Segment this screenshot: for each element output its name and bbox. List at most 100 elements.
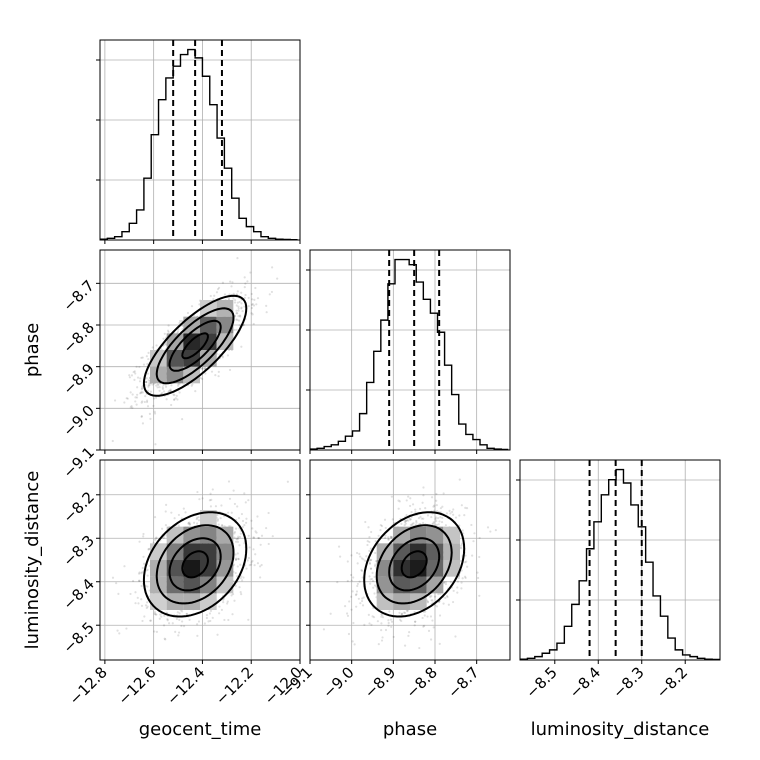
sample-point (173, 517, 176, 520)
sample-point (236, 540, 240, 544)
sample-point (216, 513, 219, 517)
sample-point (445, 512, 449, 515)
sample-point (234, 571, 237, 575)
sample-point (133, 370, 136, 373)
sample-point (458, 514, 461, 517)
tick-label-x-phase: −8.7 (444, 663, 482, 701)
sample-point (412, 522, 415, 525)
sample-point (478, 594, 481, 597)
sample-point (398, 500, 401, 503)
sample-point (436, 517, 440, 520)
sample-point (140, 390, 143, 394)
tick-label-y-phase: −9.0 (60, 402, 98, 440)
sample-point (360, 569, 364, 572)
sample-point (169, 388, 172, 391)
sample-point (391, 518, 394, 521)
sample-point (181, 324, 184, 328)
sample-point (241, 310, 244, 313)
sample-point (494, 529, 497, 532)
sample-point (116, 629, 119, 632)
sample-point (345, 612, 349, 615)
sample-point (400, 612, 403, 616)
contour-level-0 (181, 332, 209, 360)
sample-point (143, 615, 146, 618)
sample-point (151, 383, 154, 386)
sample-point (231, 613, 234, 616)
sample-point (141, 391, 144, 394)
sample-point (145, 606, 148, 610)
sample-point (437, 600, 441, 604)
sample-point (163, 332, 166, 335)
sample-point (234, 584, 237, 587)
sample-point (173, 394, 176, 397)
sample-point (228, 293, 231, 296)
sample-point (177, 382, 180, 386)
sample-point (158, 617, 161, 620)
density-cell (200, 576, 217, 594)
sample-point (239, 532, 242, 535)
sample-point (186, 311, 190, 315)
sample-point (251, 527, 254, 530)
sample-point (432, 522, 435, 525)
sample-point (126, 397, 129, 400)
sample-point (140, 388, 143, 391)
sample-point (222, 598, 225, 601)
sample-point (236, 552, 239, 555)
x-axis-label-luminosity_distance: luminosity_distance (531, 719, 710, 740)
sample-point (369, 567, 373, 570)
sample-point (156, 386, 159, 389)
sample-point (128, 376, 132, 379)
sample-point (241, 579, 244, 582)
sample-point (115, 582, 118, 585)
tick-label-x-luminosity_distance: −8.4 (566, 663, 604, 701)
sample-point (177, 631, 181, 634)
sample-point (215, 291, 219, 294)
sample-point (128, 374, 131, 377)
sample-point (452, 589, 455, 592)
sample-point (444, 596, 447, 600)
sample-point (379, 528, 382, 532)
hist-panel-geocent_time (96, 39, 301, 244)
sample-point (259, 576, 262, 579)
sample-point (141, 619, 144, 623)
sample-point (387, 538, 390, 541)
sample-point (432, 505, 435, 508)
sample-point (199, 376, 202, 380)
sample-point (245, 567, 248, 570)
sample-point (413, 611, 416, 614)
sample-point (355, 593, 358, 596)
sample-point (196, 634, 199, 637)
sample-point (175, 617, 178, 621)
sample-point (367, 613, 370, 616)
sample-point (133, 378, 136, 381)
sample-point (451, 510, 454, 513)
sample-point (113, 399, 117, 402)
joint-plot-area (322, 478, 497, 650)
sample-point (159, 613, 162, 616)
sample-point (434, 517, 437, 521)
joint-panel-luminosity_distance-vs-geocent_time (96, 459, 301, 664)
sample-point (136, 376, 140, 379)
sample-point (181, 418, 184, 421)
density-cell (376, 593, 394, 610)
sample-point (414, 508, 417, 511)
sample-point (198, 303, 201, 306)
sample-point (435, 503, 438, 507)
sample-point (387, 619, 390, 622)
sample-point (405, 513, 408, 517)
sample-point (135, 396, 139, 399)
sample-point (454, 516, 458, 519)
sample-point (236, 318, 239, 322)
sample-point (252, 536, 255, 539)
sample-point (178, 382, 181, 386)
sample-point (250, 312, 253, 315)
sample-point (135, 365, 138, 368)
sample-point (460, 587, 463, 590)
sample-point (217, 370, 220, 373)
sample-point (464, 576, 467, 579)
sample-point (149, 619, 152, 622)
density-cell (376, 576, 394, 594)
sample-point (151, 346, 154, 349)
sample-point (240, 306, 243, 309)
sample-point (421, 501, 424, 504)
